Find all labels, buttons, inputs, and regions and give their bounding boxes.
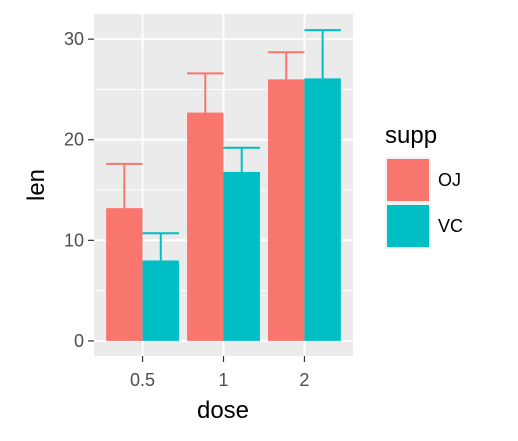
legend-title: supp bbox=[385, 122, 437, 149]
bar-VC-2 bbox=[304, 78, 341, 341]
y-tick-label: 0 bbox=[74, 331, 84, 351]
legend: supp OJ VC bbox=[385, 122, 463, 249]
x-tick-label: 1 bbox=[218, 370, 228, 390]
legend-swatch-OJ bbox=[387, 159, 429, 201]
legend-items: OJ VC bbox=[385, 157, 463, 249]
y-axis-title: len bbox=[23, 169, 50, 201]
x-tick-label: 0.5 bbox=[130, 370, 155, 390]
bar-VC-1 bbox=[223, 171, 260, 341]
legend-label-OJ: OJ bbox=[438, 170, 461, 190]
bar-OJ-0.5 bbox=[106, 208, 143, 341]
bars-layer bbox=[106, 78, 341, 341]
y-tick-label: 30 bbox=[64, 29, 84, 49]
errorbars-layer bbox=[106, 29, 341, 261]
bar-VC-0.5 bbox=[142, 260, 179, 341]
bar-OJ-2 bbox=[268, 79, 305, 341]
y-tick-label: 20 bbox=[64, 130, 84, 150]
bar-OJ-1 bbox=[187, 112, 224, 341]
x-axis-title: dose bbox=[197, 397, 249, 424]
legend-swatch-VC bbox=[387, 205, 429, 247]
axes-layer: 0 10 20 30 0.5 1 2 bbox=[64, 29, 309, 390]
legend-label-VC: VC bbox=[438, 216, 463, 236]
y-tick-label: 10 bbox=[64, 230, 84, 250]
x-tick-label: 2 bbox=[299, 370, 309, 390]
